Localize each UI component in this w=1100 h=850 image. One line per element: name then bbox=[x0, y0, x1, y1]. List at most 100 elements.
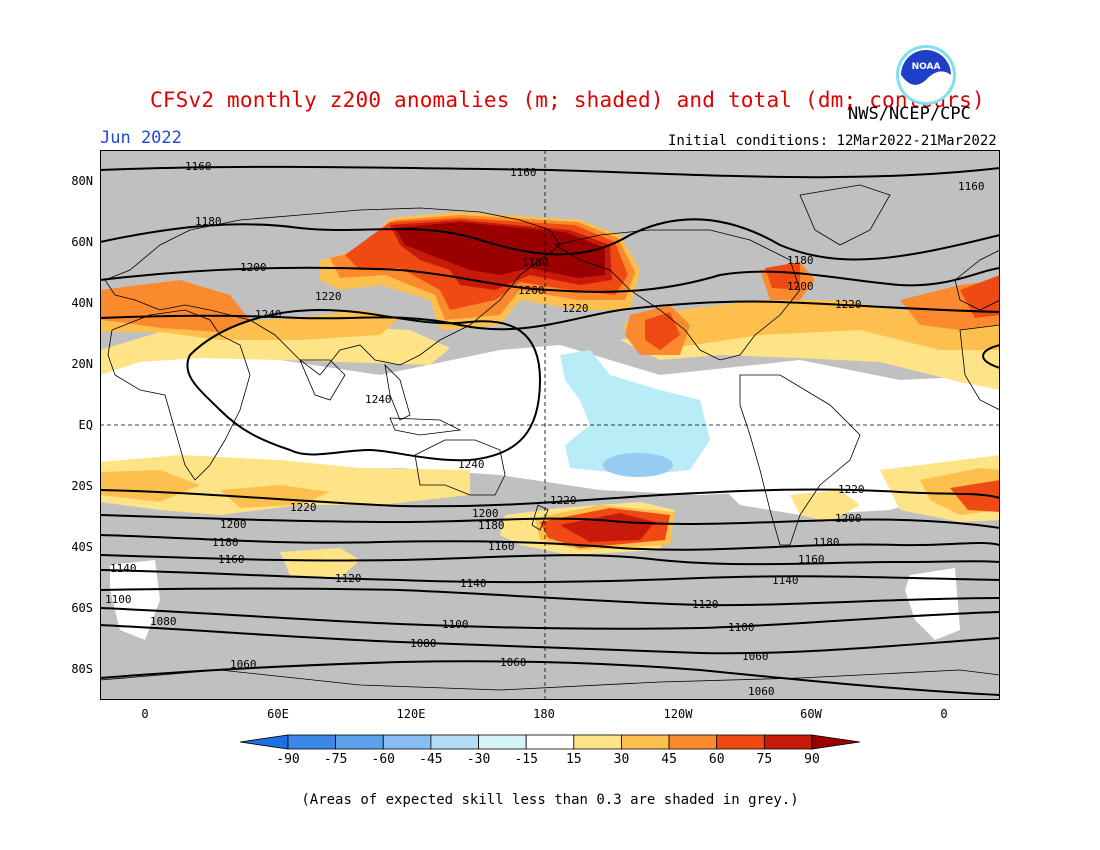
colorbar-swatch bbox=[287, 734, 337, 750]
map-title: CFSv2 monthly z200 anomalies (m; shaded)… bbox=[150, 88, 985, 112]
contour-label: 1160 bbox=[958, 180, 985, 193]
coast-australia bbox=[414, 439, 506, 496]
contour-label: 1220 bbox=[562, 302, 589, 315]
contour-1180-south bbox=[100, 534, 1000, 551]
contour-1160-north bbox=[100, 165, 1000, 179]
contour-label: 1060 bbox=[230, 658, 257, 671]
pos-band-north-yellow bbox=[100, 325, 450, 375]
lat-label: 40S bbox=[71, 540, 93, 554]
coast-africa-right bbox=[959, 324, 1000, 411]
pos-south-indian-yellow bbox=[280, 548, 360, 578]
contour-1200-north bbox=[100, 266, 1000, 293]
contour-label: 1180 bbox=[813, 536, 840, 549]
contour-1200-south bbox=[100, 514, 1000, 529]
contour-label: 1200 bbox=[220, 518, 247, 531]
coast-north-america bbox=[553, 229, 801, 361]
contour-label: 1200 bbox=[518, 284, 545, 297]
anomaly-map: 1160 1160 1160 1180 1180 1180 1200 1200 … bbox=[100, 150, 1000, 700]
coast-greenland bbox=[799, 184, 891, 246]
pos-south-namerica-yellow bbox=[790, 490, 860, 522]
contour-label: 1180 bbox=[522, 256, 549, 269]
lat-label: 20S bbox=[71, 479, 93, 493]
contour-label: 1160 bbox=[185, 160, 212, 173]
pos-south-pacific-darkred bbox=[560, 513, 655, 542]
contour-label: 1140 bbox=[772, 574, 799, 587]
pos-band-south-yellow bbox=[100, 455, 470, 515]
contour-label: 1160 bbox=[798, 553, 825, 566]
coast-south-america bbox=[739, 374, 861, 546]
contour-label-group: 1160 1160 1160 1180 1180 1180 1200 1200 … bbox=[105, 160, 985, 698]
colorbar-tick-label: -30 bbox=[467, 752, 490, 767]
lon-axis: 0 60E 120E 180 120W 60W 0 bbox=[141, 707, 947, 721]
colorbar-swatch bbox=[621, 734, 670, 750]
neg-pacific-core bbox=[603, 453, 673, 477]
colorbar-tick-label: -75 bbox=[324, 752, 347, 767]
contour-label: 1160 bbox=[218, 553, 245, 566]
contour-label: 1140 bbox=[460, 577, 487, 590]
neutral-tropical-band bbox=[100, 345, 1000, 495]
contour-1100-south bbox=[100, 607, 1000, 630]
coast-eurasia bbox=[104, 207, 561, 376]
contour-1240-loop bbox=[186, 308, 542, 462]
contour-label: 1120 bbox=[692, 598, 719, 611]
lon-label: 60W bbox=[800, 707, 822, 721]
lat-label: 80S bbox=[71, 662, 93, 676]
lon-label: 180 bbox=[533, 707, 555, 721]
colorbar-tick-label: 45 bbox=[661, 752, 677, 767]
colorbar-swatch bbox=[478, 734, 527, 750]
contour-1240-east bbox=[982, 344, 1000, 369]
contour-label: 1200 bbox=[835, 512, 862, 525]
pos-america-red bbox=[645, 312, 680, 350]
lat-axis: 80N 60N 40N 20N EQ 20S 40S 60S 80S bbox=[71, 174, 93, 676]
lat-label: 60S bbox=[71, 601, 93, 615]
colorbar-swatch bbox=[525, 734, 575, 750]
agency-label: NWS/NCEP/CPC bbox=[848, 104, 971, 124]
contour-label: 1220 bbox=[550, 494, 577, 507]
colorbar-tick-label: 30 bbox=[614, 752, 630, 767]
neutral-polar-south-1 bbox=[110, 560, 160, 640]
pos-band-south-orange-2 bbox=[220, 485, 330, 508]
coast-indonesia bbox=[389, 417, 462, 436]
colorbar-tick-label: 90 bbox=[804, 752, 820, 767]
contour-label: 1080 bbox=[150, 615, 177, 628]
coast-antarctica bbox=[100, 669, 1000, 691]
pos-band-north-orange-2 bbox=[620, 300, 1000, 350]
contour-label: 1240 bbox=[255, 308, 282, 321]
skill-footnote: (Areas of expected skill less than 0.3 a… bbox=[301, 792, 799, 808]
colorbar-swatch bbox=[668, 734, 718, 750]
lat-label: 20N bbox=[71, 357, 93, 371]
contour-label: 1200 bbox=[240, 261, 267, 274]
colorbar: -90 -75 -60 -45 -30 -15 15 30 45 60 75 90 bbox=[240, 734, 860, 767]
contour-1220-south bbox=[100, 488, 1000, 508]
neutral-polar-south-2 bbox=[905, 568, 960, 640]
contour-1180-north bbox=[100, 218, 1000, 261]
noaa-logo-icon: NOAA bbox=[896, 45, 956, 105]
contour-label: 1220 bbox=[835, 298, 862, 311]
pos-atlantic-red bbox=[960, 275, 1000, 318]
colorbar-labels: -90 -75 -60 -45 -30 -15 15 30 45 60 75 90 bbox=[276, 752, 820, 767]
contour-1160-south bbox=[100, 554, 1000, 566]
contour-label: 1060 bbox=[748, 685, 775, 698]
lon-label: 120E bbox=[397, 707, 426, 721]
contour-label: 1240 bbox=[458, 458, 485, 471]
contour-label: 1220 bbox=[315, 290, 342, 303]
colorbar-tick-label: -60 bbox=[372, 752, 395, 767]
colorbar-tick-label: 60 bbox=[709, 752, 725, 767]
pos-band-south-orange bbox=[100, 470, 200, 502]
colorbar-swatch bbox=[430, 734, 479, 750]
contour-label: 1160 bbox=[488, 540, 515, 553]
contour-label: 1240 bbox=[365, 393, 392, 406]
pos-labrador-red bbox=[765, 262, 800, 290]
contour-1060-south bbox=[100, 660, 1000, 696]
contour-label: 1100 bbox=[442, 618, 469, 631]
coast-india bbox=[299, 359, 346, 401]
colorbar-swatch bbox=[763, 734, 813, 750]
contour-label: 1180 bbox=[212, 536, 239, 549]
contour-1120-south bbox=[100, 587, 1000, 607]
height-contours bbox=[100, 165, 1000, 696]
colorbar-max-arrow bbox=[811, 734, 860, 750]
contour-label: 1120 bbox=[335, 572, 362, 585]
colorbar-swatch bbox=[573, 734, 622, 750]
contour-label: 1220 bbox=[290, 501, 317, 514]
lat-label: 40N bbox=[71, 296, 93, 310]
